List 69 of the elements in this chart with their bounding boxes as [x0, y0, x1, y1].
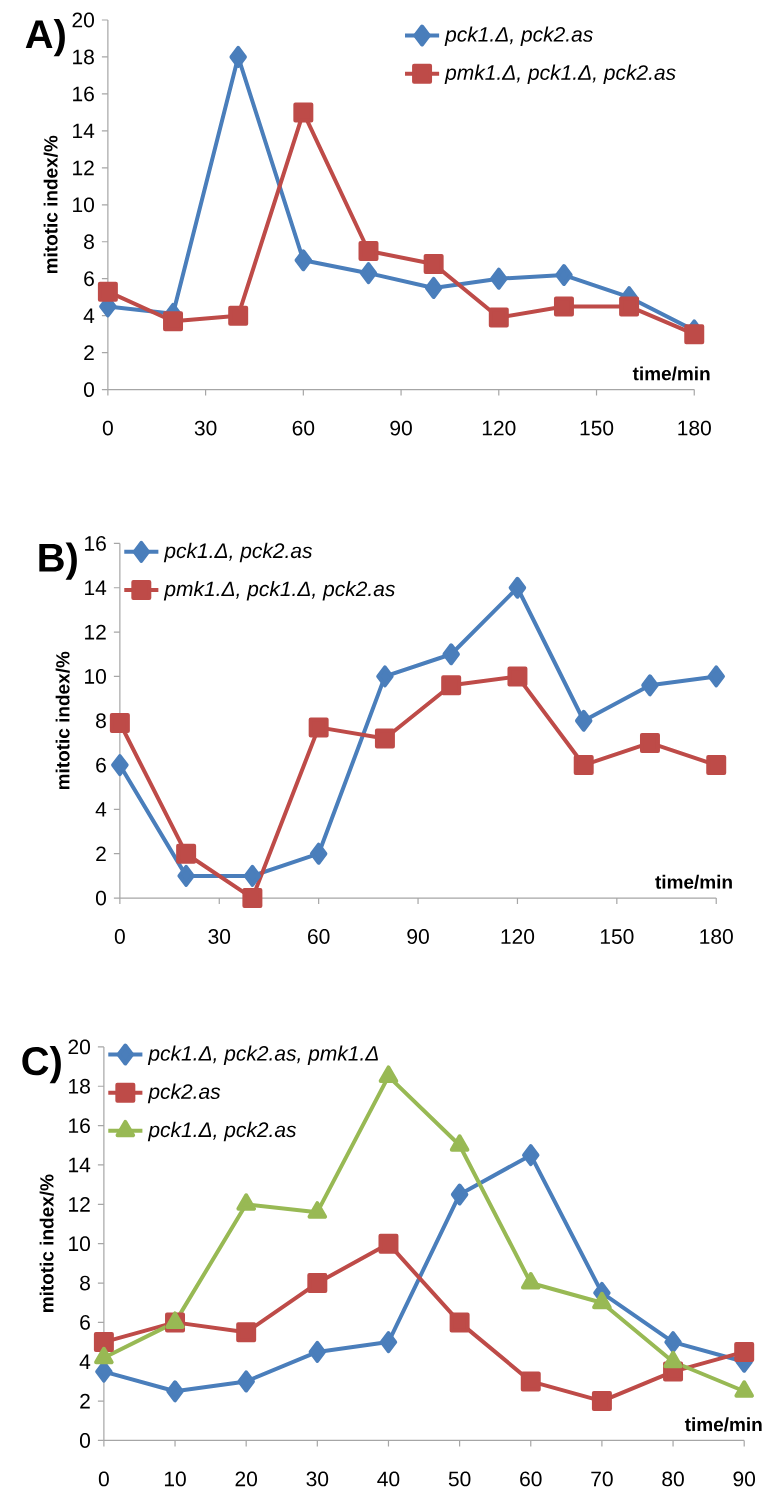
- x-tick-label: 120: [482, 420, 516, 436]
- y-tick-label: 2: [96, 846, 106, 862]
- x-tick-label: 60: [292, 420, 315, 436]
- x-tick-label: 150: [580, 420, 614, 436]
- y-tick-label: 8: [95, 713, 106, 729]
- chart-title: A): [25, 19, 65, 57]
- y-tick-label: 2: [84, 345, 94, 360]
- x-tick-label: 30: [208, 929, 231, 944]
- y-tick-label: 6: [96, 757, 106, 773]
- legend-label: pck2.as: [147, 1083, 221, 1104]
- y-tick-label: 10: [73, 197, 94, 213]
- y-axis-title: mitotic index/%: [43, 135, 58, 274]
- chart-title: B): [39, 542, 77, 580]
- x-tick-label: 70: [591, 1471, 613, 1487]
- x-tick-label: 180: [678, 420, 711, 436]
- x-tick-label: 50: [448, 1471, 471, 1487]
- y-tick-label: 0: [79, 1433, 90, 1448]
- y-tick-label: 8: [83, 234, 94, 250]
- legend-label: pck1.Δ, pck2.as: [147, 1121, 297, 1142]
- legend-label: pck1.Δ, pck2.as, pmk1.Δ: [147, 1045, 378, 1065]
- y-tick-label: 6: [80, 1314, 90, 1330]
- y-tick-label: 4: [83, 308, 95, 323]
- y-axis-title: mitotic index/%: [39, 1174, 54, 1313]
- legend-label: pck1.Δ, pck2.as: [444, 26, 593, 46]
- y-tick-label: 20: [72, 12, 94, 28]
- x-tick-label: 10: [164, 1471, 186, 1487]
- x-axis-title: time/min: [655, 874, 732, 889]
- x-tick-label: 180: [700, 929, 733, 944]
- x-tick-label: 30: [306, 1471, 329, 1487]
- y-axis-title: mitotic index/%: [55, 651, 70, 790]
- x-tick-label: 20: [235, 1471, 257, 1487]
- y-tick-label: 4: [95, 802, 107, 817]
- x-tick-label: 90: [407, 929, 429, 944]
- y-tick-label: 16: [73, 86, 94, 102]
- x-tick-label: 150: [600, 929, 634, 944]
- x-tick-label: 90: [733, 1471, 755, 1487]
- y-tick-label: 18: [73, 49, 94, 65]
- y-tick-label: 2: [80, 1393, 90, 1409]
- y-tick-label: 8: [80, 1275, 90, 1291]
- y-tick-label: 12: [69, 1197, 90, 1212]
- y-tick-label: 12: [85, 624, 106, 640]
- y-tick-label: 0: [95, 890, 106, 906]
- x-tick-label: 40: [377, 1471, 400, 1487]
- x-tick-label: 0: [114, 929, 125, 944]
- legend-label: pmk1.Δ, pck1.Δ, pck2.as: [444, 64, 676, 85]
- y-tick-label: 14: [69, 1157, 91, 1173]
- y-tick-label: 16: [85, 536, 106, 551]
- y-tick-label: 20: [68, 1039, 90, 1055]
- x-tick-label: 80: [662, 1471, 684, 1487]
- y-tick-label: 10: [69, 1236, 90, 1252]
- y-tick-label: 18: [69, 1078, 90, 1094]
- x-axis-title: time/min: [684, 1417, 762, 1432]
- y-tick-label: 14: [85, 580, 107, 595]
- x-tick-label: 120: [501, 929, 535, 944]
- x-tick-label: 60: [307, 929, 330, 944]
- y-tick-label: 6: [84, 271, 94, 287]
- y-tick-label: 4: [79, 1354, 91, 1369]
- legend-label: pck1.Δ, pck2.as: [163, 542, 312, 563]
- x-axis-title: time/min: [632, 366, 710, 381]
- chart-title: C): [22, 1045, 61, 1084]
- x-tick-label: 90: [390, 420, 412, 436]
- y-tick-label: 14: [73, 123, 95, 139]
- y-tick-label: 0: [83, 382, 94, 398]
- y-tick-label: 10: [85, 669, 106, 684]
- legend-label: pmk1.Δ, pck1.Δ, pck2.as: [163, 580, 395, 601]
- y-tick-label: 12: [73, 160, 94, 176]
- y-tick-label: 16: [69, 1118, 90, 1134]
- x-tick-label: 60: [520, 1471, 542, 1487]
- x-tick-label: 30: [194, 420, 217, 436]
